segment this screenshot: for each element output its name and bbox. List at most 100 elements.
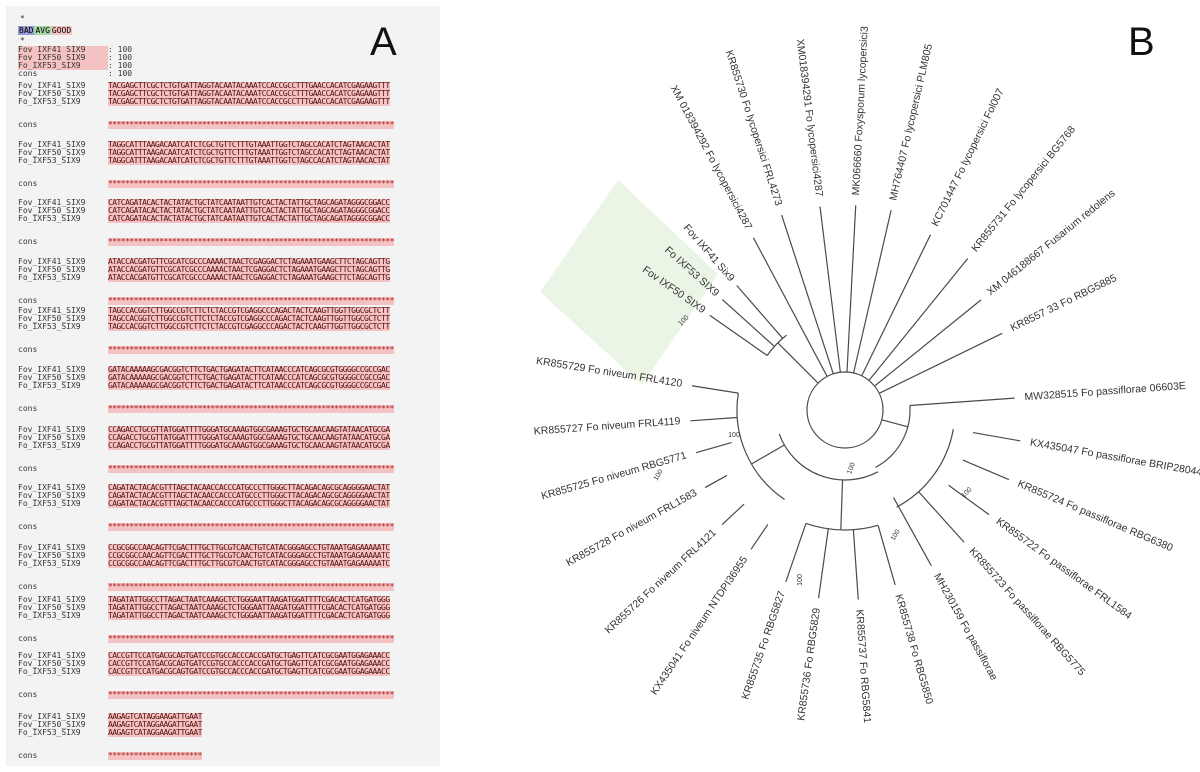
sequence-row: Fov_IXF50_SIX9 CCGCGGCCAACAGTTCGACTTTGCTT…: [18, 552, 394, 560]
sequence-name: Fo_IXF53_SIX9: [18, 273, 81, 282]
consensus-label: cons: [18, 634, 38, 643]
bootstrap-value: 100: [728, 432, 740, 439]
sequence-name: Fov_IXF41_SIX9: [18, 198, 86, 207]
score-value: : 100: [108, 53, 133, 62]
alignment-block: Fov_IXF41_SIX9 CCGCGGCCAACAGTTCGACTTTGCTT…: [18, 544, 394, 591]
leaf-branch: [962, 459, 1010, 481]
legend-avg: AVG: [34, 26, 51, 35]
ixf-stem: [777, 342, 819, 384]
sequence-residues: TAGATATTGGCCTTAGACTAATCAAAGCTCTGGGAATTAA…: [108, 611, 390, 620]
sequence-name: Fov_IXF41_SIX9: [18, 140, 86, 149]
sequence-name: Fov_IXF41_SIX9: [18, 543, 86, 552]
sequence-name: Fov_IXF50_SIX9: [18, 551, 86, 560]
sequence-residues: CAGATACTACACGTTTAGCTACAACCACCCATGCCCTTGG…: [108, 499, 390, 508]
taxon-label: MH230159 Fo passiflorae: [931, 571, 1000, 682]
consensus-label: cons: [18, 522, 38, 531]
sequence-residues: CACCGTTCCATGACGCAGTGATCCGTGCCACCCACCGATG…: [108, 659, 390, 668]
consensus-stars: ****************************************…: [108, 120, 394, 129]
sequence-name: Fov_IXF50_SIX9: [18, 603, 86, 612]
sequence-row: Fov_IXF41_SIX9 TAGCCACGGTCTTGGCCGTCTTCTCT…: [18, 307, 394, 315]
tree-branch: [750, 343, 768, 357]
sequence-residues: CCGCGGCCAACAGTTCGACTTTGCTTGCGTCAACTGTCAT…: [108, 543, 390, 552]
leaf-branch: [817, 528, 829, 599]
sequence-row: Fov_IXF41_SIX9 CACCGTTCCATGACGCAGTGATCCGT…: [18, 652, 394, 660]
legend-bad: BAD: [18, 26, 35, 35]
sequence-row: Fov_IXF50_SIX9 TAGCCACGGTCTTGGCCGTCTTCTCT…: [18, 315, 394, 323]
sequence-name: Fo_IXF53_SIX9: [18, 667, 81, 676]
sequence-name: Fov_IXF50_SIX9: [18, 491, 86, 500]
leaf-branch: [852, 210, 892, 374]
sequence-row: Fov_IXF41_SIX9 ATACCACGATGTTCGCATCGCCCAAA…: [18, 258, 394, 266]
sequence-row: Fov_IXF41_SIX9 TACGAGCTTCGCTCTGTGATTAGGTA…: [18, 82, 394, 90]
consensus-stars: ****************************************…: [108, 237, 394, 246]
leaf-branch: [819, 206, 841, 373]
leaf-branch: [752, 237, 828, 377]
taxon-label: XM018394291 Fo lycopersici4287: [794, 38, 825, 197]
niveum-arc: [736, 393, 785, 501]
leaf-branch: [781, 214, 834, 375]
sequence-row: Fo_IXF53_SIX9 CCGCGGCCAACAGTTCGACTTTGCTTG…: [18, 560, 394, 568]
sequence-row: Fov_IXF50_SIX9 ATACCACGATGTTCGCATCGCCCAAA…: [18, 266, 394, 274]
score-row: Fov IXF41 SIX9: 100: [18, 46, 132, 54]
leaf-branch: [892, 497, 932, 566]
consensus-stars: **********************: [108, 751, 202, 760]
alignment-panel: BAD AVG GOOD * * Fov IXF41 SIX9: 100 Fov…: [6, 6, 440, 766]
consensus-row: cons ************************************…: [18, 523, 394, 531]
taxon-label: KR855736 Fo RBG5829: [795, 607, 823, 722]
sequence-residues: GATACAAAAAGCGACGGTCTTCTGACTGAGATACTTCATA…: [108, 373, 390, 382]
taxon-label: KR855729 Fo niveum FRL4120: [535, 355, 683, 390]
sequence-row: Fo_IXF53_SIX9 CAGATACTACACGTTTAGCTACAACCA…: [18, 500, 394, 508]
alignment-block: Fov_IXF41_SIX9 GATACAAAAAGCGACGGTCTTCTGAC…: [18, 366, 394, 413]
sequence-name: Fov_IXF50_SIX9: [18, 720, 86, 729]
leaf-branch: [709, 314, 752, 345]
sequence-name: Fov_IXF41_SIX9: [18, 595, 86, 604]
leaf-branch: [721, 503, 745, 526]
alignment-block: Fov_IXF41_SIX9 ATACCACGATGTTCGCATCGCCCAAA…: [18, 258, 394, 305]
score-row: Fo_IXF53_SIX9: 100: [18, 62, 132, 70]
sequence-row: Fo_IXF53_SIX9 ATACCACGATGTTCGCATCGCCCAAAA…: [18, 274, 394, 282]
rbg-arc: [805, 522, 879, 531]
score-name: Fov IXF50 SIX9: [18, 54, 108, 62]
taxon-label: KC701447 Fo lycopersici Fol007: [929, 86, 1006, 228]
leaf-branch: [852, 529, 859, 600]
leaf-branch: [691, 385, 739, 394]
consensus-stars: ****************************************…: [108, 296, 394, 305]
consensus-stars: ****************************************…: [108, 464, 394, 473]
consensus-row: cons ************************************…: [18, 635, 394, 643]
sequence-residues: TAGCCACGGTCTTGGCCGTCTTCTCTACCGTCGAGGCCCA…: [108, 306, 390, 315]
sequence-row: Fov_IXF50_SIX9 CATCAGATACACTACTATACTGCTAT…: [18, 207, 394, 215]
leaf-branch: [690, 416, 738, 422]
consensus-stars: ****************************************…: [108, 582, 394, 591]
sequence-residues: TAGCCACGGTCTTGGCCGTCTTCTCTACCGTCGAGGCCCA…: [108, 322, 390, 331]
sequence-row: Fov_IXF50_SIX9 GATACAAAAAGCGACGGTCTTCTGAC…: [18, 374, 394, 382]
taxon-label: KX435047 Fo passiflorae BRIP28044: [1029, 437, 1200, 479]
leaf-branch: [972, 431, 1021, 442]
sequence-name: Fov_IXF50_SIX9: [18, 373, 86, 382]
sequence-name: Fov_IXF41_SIX9: [18, 651, 86, 660]
consensus-row: cons ************************************…: [18, 238, 394, 246]
consensus-stars: ****************************************…: [108, 634, 394, 643]
alignment-block: Fov_IXF41_SIX9 AAGAGTCATAGGAAGATTGAAT Fov_…: [18, 713, 202, 760]
alignment-block: Fov_IXF41_SIX9 CCAGACCTGCGTTATGGATTTTGGGA…: [18, 426, 394, 473]
sequence-name: Fov_IXF50_SIX9: [18, 659, 86, 668]
score-table: Fov IXF41 SIX9: 100 Fov IXF50 SIX9: 100 …: [18, 46, 132, 78]
sequence-row: Fo_IXF53_SIX9 CCAGACCTGCGTTATGGATTTTGGGAT…: [18, 442, 394, 450]
leaf-branch: [695, 441, 732, 454]
sequence-row: Fov_IXF41_SIX9 TAGGCATTTAAGACAATCATCTCGCT…: [18, 141, 394, 149]
sequence-residues: TACGAGCTTCGCTCTGTGATTAGGTACAATACAAATCCAC…: [108, 81, 390, 90]
taxon-label: KR8557 33 Fo RBG5885: [1009, 272, 1119, 334]
sequence-name: Fov_IXF41_SIX9: [18, 306, 86, 315]
sequence-name: Fov_IXF50_SIX9: [18, 89, 86, 98]
root-circle: [806, 371, 884, 449]
sequence-name: Fov_IXF41_SIX9: [18, 483, 86, 492]
score-row: cons: 100: [18, 70, 132, 78]
sequence-row: Fov_IXF50_SIX9 TAGATATTGGCCTTAGACTAATCAAA…: [18, 604, 394, 612]
sequence-residues: TAGGCATTTAAGACAATCATCTCGCTGTTCTTTGTAAATT…: [108, 140, 390, 149]
tree-branch: [751, 325, 775, 347]
alignment-block: Fov_IXF41_SIX9 CATCAGATACACTACTATACTGCTAT…: [18, 199, 394, 246]
sequence-row: Fov_IXF41_SIX9 CCGCGGCCAACAGTTCGACTTTGCTT…: [18, 544, 394, 552]
sequence-name: Fov_IXF50_SIX9: [18, 265, 86, 274]
legend-marker-top: *: [20, 14, 25, 23]
sequence-residues: CAGATACTACACGTTTAGCTACAACCACCCATGCCCTTGG…: [108, 483, 390, 492]
